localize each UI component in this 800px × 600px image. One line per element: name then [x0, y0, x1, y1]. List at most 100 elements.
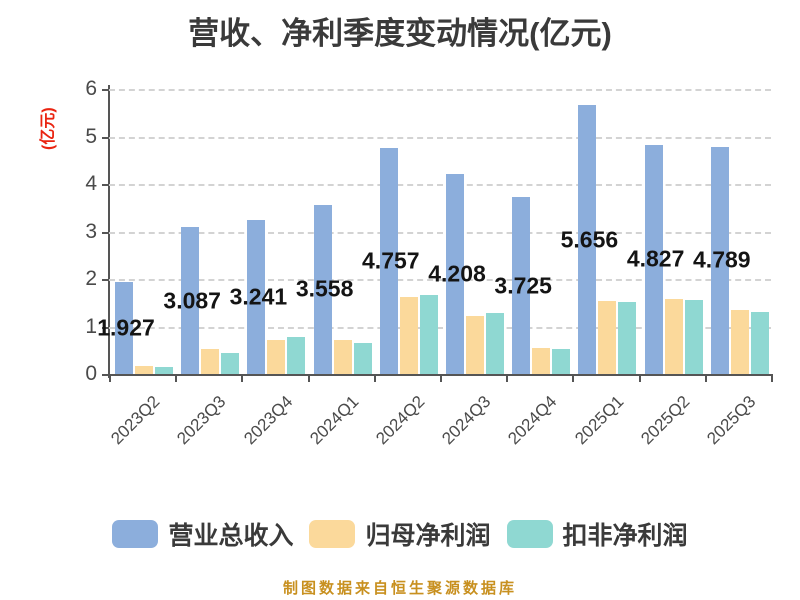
x-tick-label: 2023Q4: [239, 392, 296, 449]
y-tick-mark: [102, 89, 109, 91]
y-tick-mark: [102, 326, 109, 329]
x-tick-mark: [109, 374, 111, 382]
legend-item[interactable]: 归母净利润: [309, 516, 491, 552]
bar[interactable]: [446, 174, 464, 374]
bar-value-label: 3.725: [494, 272, 552, 299]
plot-area: 0 1 2 3 4 5 6 1.927 3.087 3.241 3.558 4.757 4.208 3.…: [85, 77, 773, 448]
bar[interactable]: [684, 300, 703, 374]
bar-group: [572, 89, 638, 374]
bar[interactable]: [155, 366, 173, 374]
bar-group: [109, 89, 175, 374]
legend-color-swatch: [112, 520, 159, 548]
bar-value-label: 3.087: [163, 287, 221, 314]
bar-group: [639, 89, 705, 374]
bar[interactable]: [135, 365, 153, 374]
bar[interactable]: [578, 105, 597, 374]
x-tick-mark: [704, 374, 707, 382]
bar[interactable]: [201, 349, 220, 374]
bar[interactable]: [618, 302, 637, 374]
y-tick-mark: [102, 184, 109, 186]
legend-color-swatch: [506, 520, 553, 548]
bar[interactable]: [664, 298, 683, 374]
bar[interactable]: [730, 309, 749, 374]
bar-value-label: 3.241: [229, 283, 288, 310]
chart-legend: 营业总收入 归母净利润 扣非净利润: [0, 518, 800, 550]
bar-group: [175, 89, 241, 374]
bar[interactable]: [333, 340, 352, 374]
bar-group: [440, 89, 506, 374]
y-tick-label: 1: [85, 314, 97, 338]
bar[interactable]: [552, 348, 571, 374]
y-tick-mark: [102, 231, 109, 234]
x-tick-mark: [440, 374, 442, 382]
bar[interactable]: [267, 339, 286, 374]
y-tick-label: 3: [85, 219, 97, 243]
bar-group: [506, 89, 572, 374]
bar[interactable]: [644, 144, 663, 374]
x-tick-mark: [638, 374, 641, 382]
x-tick-mark: [771, 374, 773, 382]
bar[interactable]: [399, 297, 418, 374]
bar-value-label: 3.558: [295, 275, 354, 302]
gridline: [109, 326, 771, 329]
bar[interactable]: [247, 220, 266, 374]
gridline: [109, 231, 771, 234]
y-tick-label: 4: [85, 172, 97, 195]
bar[interactable]: [353, 343, 372, 374]
y-axis-label: (亿元): [40, 107, 57, 150]
bar[interactable]: [598, 300, 617, 374]
x-tick-label: 2025Q1: [570, 392, 627, 449]
bar[interactable]: [486, 313, 504, 374]
bar[interactable]: [419, 295, 438, 374]
legend-item[interactable]: 营业总收入: [112, 516, 293, 552]
x-tick-label: 2025Q3: [703, 392, 760, 449]
bar[interactable]: [313, 205, 332, 374]
legend-color-swatch: [309, 520, 356, 548]
bar[interactable]: [115, 282, 133, 374]
gridline: [109, 136, 771, 139]
x-tick-label: 2024Q4: [504, 392, 561, 449]
bar[interactable]: [181, 227, 200, 374]
bar-group: [705, 89, 771, 374]
y-tick-mark: [102, 279, 109, 281]
legend-label: 归母净利润: [365, 522, 491, 550]
legend-item[interactable]: 扣非净利润: [506, 516, 688, 552]
bar-group: [374, 89, 440, 374]
y-tick-mark: [102, 136, 109, 139]
x-tick-mark: [572, 374, 575, 382]
chart-title: 营收、净利季度变动情况(亿元): [188, 16, 612, 51]
x-tick-mark: [506, 374, 509, 382]
x-tick-label: 2024Q1: [305, 392, 363, 449]
gridline: [109, 89, 771, 91]
bar[interactable]: [710, 146, 729, 374]
bar-value-label: 4.789: [693, 246, 751, 273]
x-tick-label: 2025Q2: [636, 392, 694, 449]
source-note: 制图数据来自恒生聚源数据库: [282, 580, 517, 597]
x-tick-mark: [307, 374, 310, 382]
y-tick-label: 6: [85, 77, 97, 100]
bar-value-label: 4.827: [626, 245, 685, 272]
y-tick-mark: [102, 374, 109, 376]
legend-label: 扣非净利润: [562, 522, 688, 550]
x-tick-label: 2023Q3: [173, 392, 230, 449]
bar[interactable]: [221, 352, 240, 374]
x-tick-mark: [373, 374, 376, 382]
bar[interactable]: [379, 148, 398, 374]
bar-group: [241, 89, 307, 374]
x-tick-mark: [175, 374, 178, 382]
y-tick-label: 0: [85, 362, 97, 385]
bar[interactable]: [750, 312, 769, 374]
x-tick-label: 2024Q2: [372, 392, 429, 449]
y-tick-label: 5: [85, 124, 97, 148]
bar[interactable]: [287, 336, 306, 374]
bar[interactable]: [466, 315, 484, 374]
gridline: [109, 184, 771, 186]
bar[interactable]: [532, 348, 551, 374]
x-tick-label: 2023Q2: [107, 392, 164, 449]
y-tick-label: 2: [85, 267, 97, 290]
x-tick-label: 2024Q3: [438, 392, 495, 449]
x-tick-mark: [241, 374, 244, 382]
bar-value-label: 5.656: [560, 226, 619, 253]
bar[interactable]: [512, 197, 531, 374]
